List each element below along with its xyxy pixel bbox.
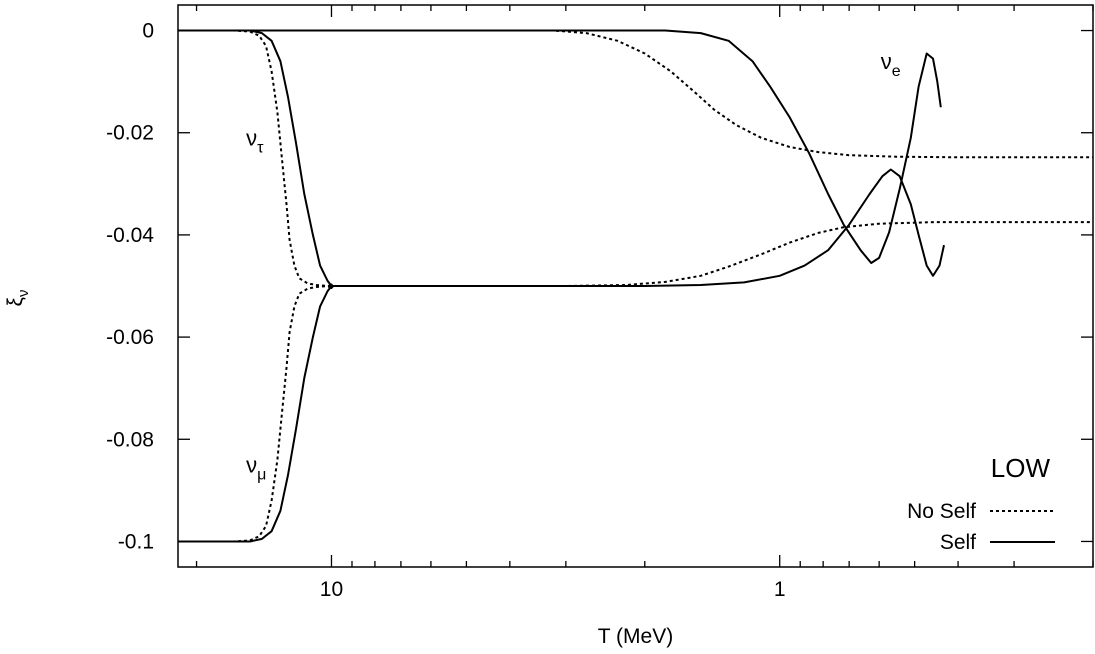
legend-entry-self: Self: [940, 531, 976, 554]
label-nu-μ: νμ: [246, 452, 266, 483]
series-no-self: [178, 29, 1093, 543]
y-axis-label-sub: ν: [15, 290, 32, 298]
curve-self-3: [327, 283, 334, 289]
curve-self-1: [178, 168, 945, 543]
y-axis-label-base: ξ: [4, 297, 27, 306]
legend-title: LOW: [991, 453, 1051, 483]
y-tick-label: -0.08: [106, 428, 154, 451]
curve-self-0: [178, 29, 333, 287]
tick-labels: 0 -0.02 -0.04 -0.06 -0.08 -0.1 10 1: [106, 20, 785, 601]
curve-annotations: ντ νμ νe: [246, 49, 901, 484]
legend: LOW No Self Self: [907, 453, 1055, 554]
y-tick-label: -0.04: [106, 224, 154, 247]
y-tick-label: -0.06: [106, 326, 154, 349]
y-axis-label: ξν: [4, 290, 32, 307]
label-nu-τ: ντ: [246, 126, 264, 157]
y-tick-label: -0.02: [106, 122, 154, 145]
curve-self-2: [178, 29, 942, 264]
curve-no-self-1: [178, 285, 328, 543]
tick-marks: [178, 5, 1094, 567]
x-axis-label: T (MeV): [598, 625, 673, 648]
x-tick-label: 1: [774, 578, 786, 601]
x-tick-label: 10: [320, 578, 343, 601]
plot-frame: [177, 4, 1094, 568]
y-tick-label: -0.1: [118, 530, 154, 553]
curve-no-self-2: [178, 29, 1093, 159]
label-nu-e: νe: [881, 49, 901, 80]
legend-entry-no-self: No Self: [907, 500, 976, 523]
series-curves: [178, 29, 1093, 543]
y-tick-label: 0: [142, 20, 154, 43]
series-self: [178, 29, 945, 543]
